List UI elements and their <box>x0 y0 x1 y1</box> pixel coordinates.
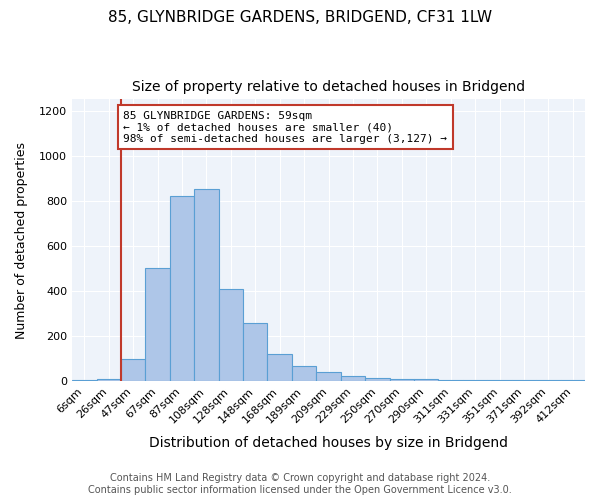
Y-axis label: Number of detached properties: Number of detached properties <box>15 142 28 338</box>
Text: 85 GLYNBRIDGE GARDENS: 59sqm
← 1% of detached houses are smaller (40)
98% of sem: 85 GLYNBRIDGE GARDENS: 59sqm ← 1% of det… <box>124 110 448 144</box>
Bar <box>170 196 194 381</box>
Bar <box>365 378 389 381</box>
Bar <box>389 379 414 381</box>
Bar <box>218 288 243 381</box>
Bar <box>560 380 585 381</box>
Bar <box>316 372 341 381</box>
Bar <box>487 380 512 381</box>
X-axis label: Distribution of detached houses by size in Bridgend: Distribution of detached houses by size … <box>149 436 508 450</box>
Bar <box>414 379 439 381</box>
Bar <box>145 268 170 381</box>
Title: Size of property relative to detached houses in Bridgend: Size of property relative to detached ho… <box>132 80 525 94</box>
Bar <box>121 358 145 381</box>
Text: Contains HM Land Registry data © Crown copyright and database right 2024.
Contai: Contains HM Land Registry data © Crown c… <box>88 474 512 495</box>
Bar <box>341 376 365 381</box>
Bar <box>512 380 536 381</box>
Bar <box>292 366 316 381</box>
Bar <box>194 190 218 381</box>
Bar <box>268 354 292 381</box>
Bar <box>439 380 463 381</box>
Bar <box>536 380 560 381</box>
Bar <box>72 380 97 381</box>
Bar <box>463 380 487 381</box>
Text: 85, GLYNBRIDGE GARDENS, BRIDGEND, CF31 1LW: 85, GLYNBRIDGE GARDENS, BRIDGEND, CF31 1… <box>108 10 492 25</box>
Bar <box>97 379 121 381</box>
Bar <box>243 323 268 381</box>
